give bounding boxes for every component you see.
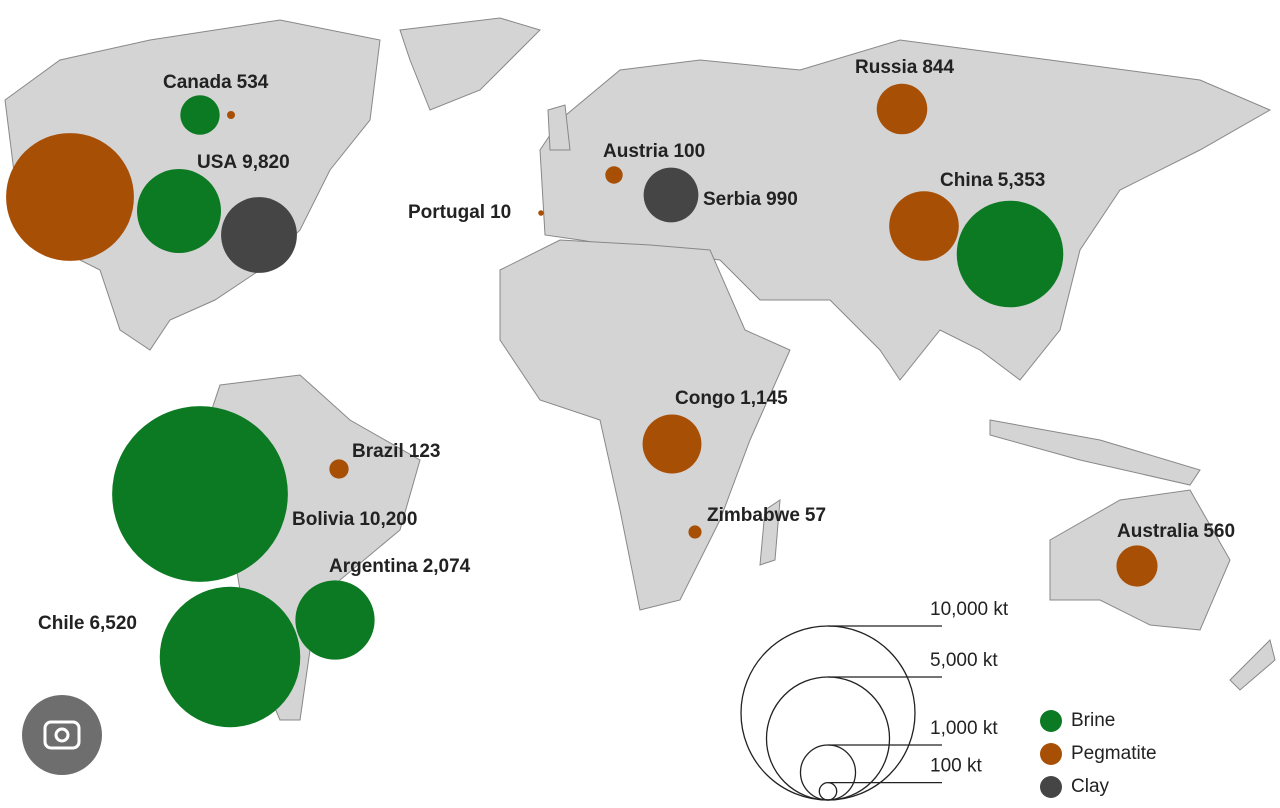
marker-label: Bolivia 10,200 bbox=[292, 509, 417, 530]
lens-icon[interactable] bbox=[22, 695, 102, 775]
country-name: Congo bbox=[675, 388, 735, 409]
marker-label: Austria 100 bbox=[603, 141, 705, 162]
country-name: China bbox=[940, 170, 993, 191]
marker-label: Argentina 2,074 bbox=[329, 556, 471, 577]
size-legend-label: 10,000 kt bbox=[930, 599, 1009, 620]
bubble bbox=[137, 169, 221, 253]
marker-label: Portugal 10 bbox=[408, 202, 511, 223]
country-value: 9,820 bbox=[242, 152, 290, 173]
bubble bbox=[6, 133, 134, 261]
marker-label: Russia 844 bbox=[855, 57, 954, 78]
marker-label: Serbia 990 bbox=[703, 189, 798, 210]
country-value: 990 bbox=[766, 189, 798, 210]
country-name: Bolivia bbox=[292, 509, 355, 530]
country-value: 123 bbox=[409, 441, 441, 462]
country-value: 5,353 bbox=[998, 170, 1046, 191]
bubble bbox=[159, 586, 301, 728]
new-zealand bbox=[1229, 639, 1276, 691]
uk bbox=[547, 104, 571, 151]
country-name: Canada bbox=[163, 72, 232, 93]
lens-glyph bbox=[43, 720, 81, 750]
legend-label: Clay bbox=[1071, 776, 1110, 797]
bubble bbox=[538, 210, 544, 216]
legend-swatch bbox=[1040, 710, 1062, 732]
bubble bbox=[227, 111, 235, 119]
bubble bbox=[956, 200, 1064, 308]
country-value: 2,074 bbox=[423, 556, 471, 577]
country-value: 6,520 bbox=[89, 613, 137, 634]
greenland bbox=[399, 17, 541, 111]
marker-label: Australia 560 bbox=[1117, 521, 1235, 542]
bubble bbox=[295, 580, 375, 660]
bubble bbox=[1116, 545, 1158, 587]
country-name: USA bbox=[197, 152, 237, 173]
legend-label: Pegmatite bbox=[1071, 743, 1157, 764]
country-value: 57 bbox=[805, 505, 826, 526]
country-name: Argentina bbox=[329, 556, 418, 577]
size-legend-label: 5,000 kt bbox=[930, 650, 998, 671]
legend-label: Brine bbox=[1071, 710, 1115, 731]
indonesia bbox=[989, 419, 1201, 486]
size-legend-label: 1,000 kt bbox=[930, 718, 998, 739]
marker-label: Chile 6,520 bbox=[38, 613, 137, 634]
legend-swatch bbox=[1040, 743, 1062, 765]
country-name: Chile bbox=[38, 613, 84, 634]
country-value: 10 bbox=[490, 202, 511, 223]
africa bbox=[499, 239, 791, 611]
country-name: Portugal bbox=[408, 202, 485, 223]
lens-glyph-dot bbox=[54, 727, 70, 743]
country-name: Russia bbox=[855, 57, 918, 78]
country-name: Brazil bbox=[352, 441, 404, 462]
country-value: 534 bbox=[237, 72, 269, 93]
bubble bbox=[688, 525, 702, 539]
marker-label: Congo 1,145 bbox=[675, 388, 788, 409]
marker-label: Zimbabwe 57 bbox=[707, 505, 826, 526]
bubble bbox=[221, 197, 297, 273]
country-value: 560 bbox=[1203, 521, 1235, 542]
bubble bbox=[889, 191, 959, 261]
country-name: Zimbabwe bbox=[707, 505, 800, 526]
country-value: 844 bbox=[922, 57, 954, 78]
country-name: Serbia bbox=[703, 189, 762, 210]
country-name: Austria bbox=[603, 141, 669, 162]
country-value: 100 bbox=[673, 141, 705, 162]
bubble bbox=[112, 406, 288, 582]
bubble bbox=[643, 167, 699, 223]
country-value: 10,200 bbox=[359, 509, 417, 530]
marker-label: USA 9,820 bbox=[197, 152, 290, 173]
legend-swatch bbox=[1040, 776, 1062, 798]
marker-label: China 5,353 bbox=[940, 170, 1045, 191]
size-legend-label: 100 kt bbox=[930, 756, 982, 777]
country-value: 1,145 bbox=[740, 388, 788, 409]
bubble bbox=[180, 95, 220, 135]
country-name: Australia bbox=[1117, 521, 1199, 542]
bubble bbox=[605, 166, 623, 184]
bubble bbox=[876, 83, 928, 135]
bubble bbox=[329, 459, 349, 479]
bubble bbox=[642, 414, 702, 474]
marker-label: Brazil 123 bbox=[352, 441, 440, 462]
madagascar bbox=[759, 499, 781, 566]
lens-button[interactable] bbox=[22, 695, 102, 775]
marker-label: Canada 534 bbox=[163, 72, 269, 93]
